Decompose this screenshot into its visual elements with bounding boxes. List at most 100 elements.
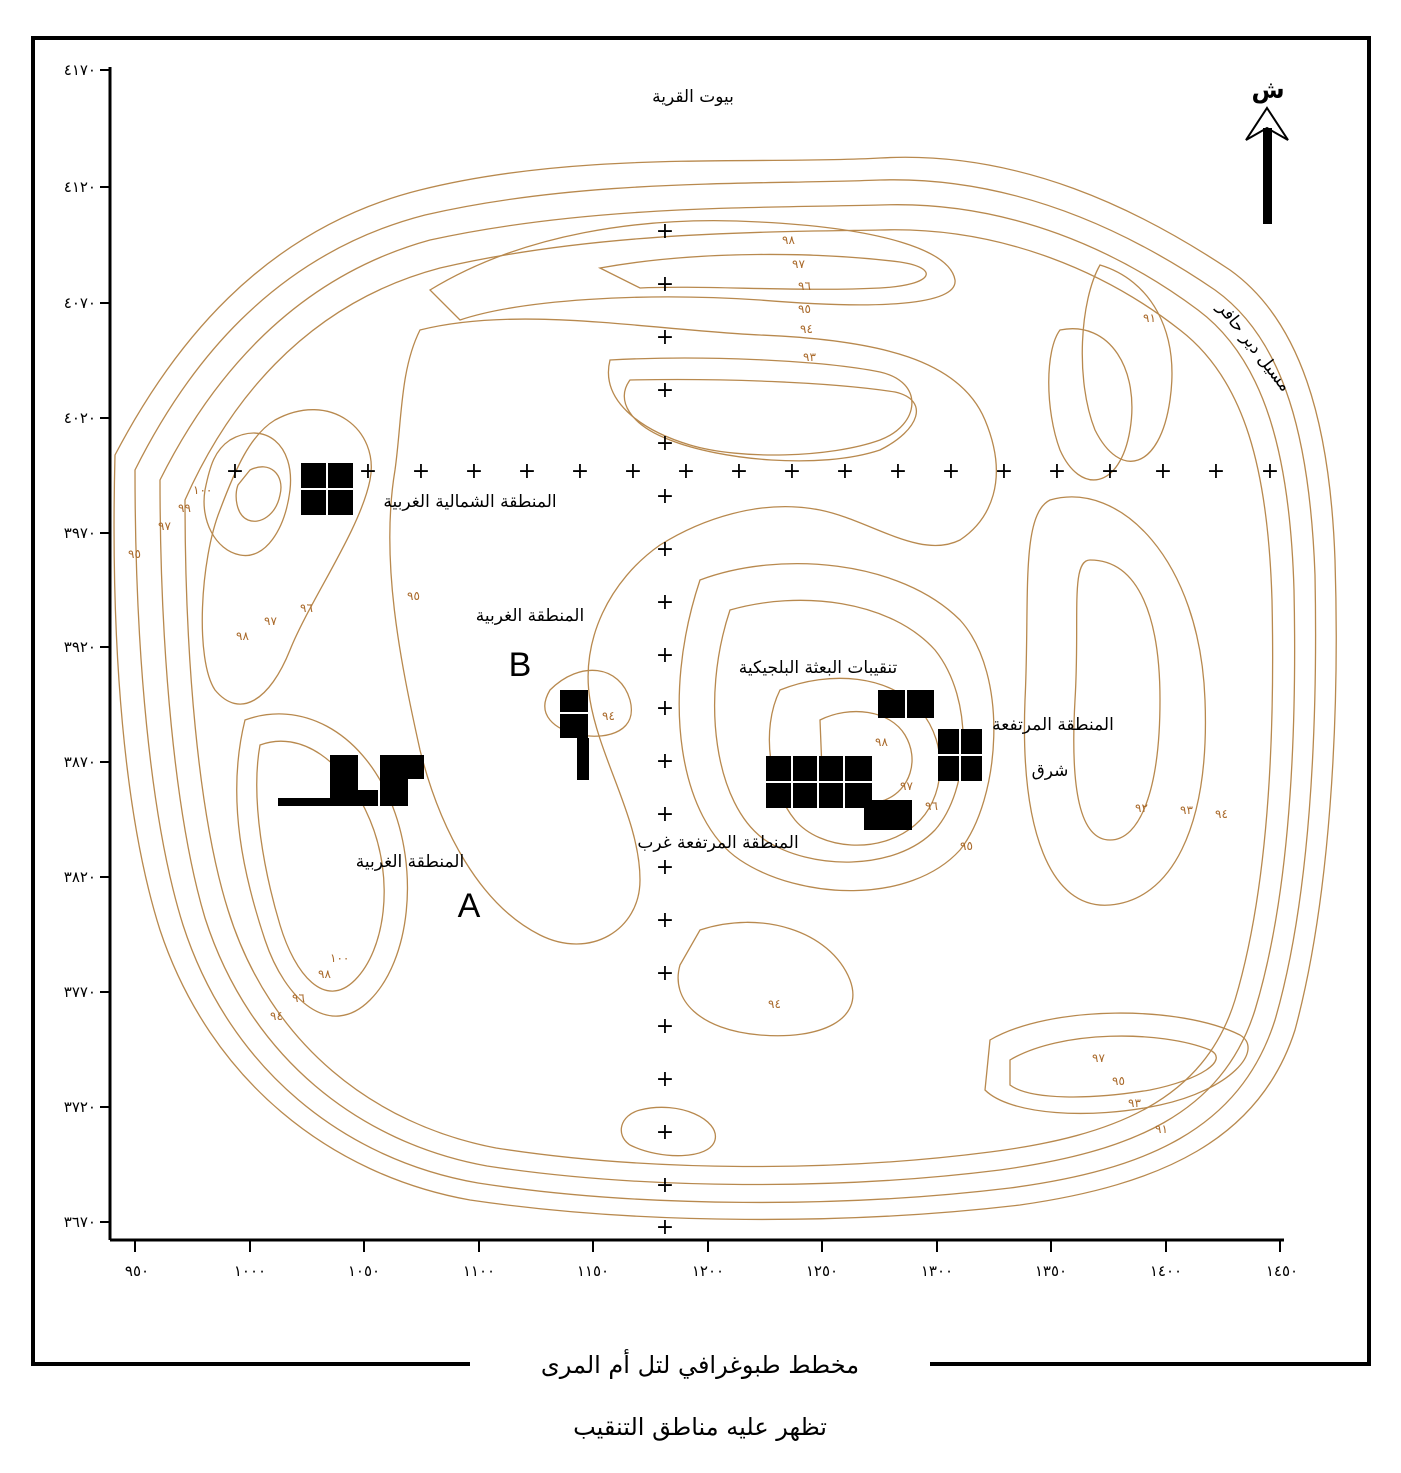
svg-text:+: + [624, 459, 642, 484]
svg-text:+: + [465, 459, 483, 484]
contour-label: ٩٦ [925, 799, 938, 813]
svg-text:+: + [656, 484, 674, 509]
contour-label: ٩٥ [1112, 1074, 1125, 1088]
svg-text:+: + [656, 1014, 674, 1039]
svg-text:+: + [656, 643, 674, 668]
contour-label: ٩١ [1143, 311, 1156, 325]
svg-text:+: + [730, 459, 748, 484]
contour-label: ٩٥ [960, 839, 973, 853]
svg-text:+: + [656, 961, 674, 986]
contour-label: ٩٧ [264, 614, 277, 628]
contour-label: ٩٤ [768, 997, 781, 1011]
contour-label: ٩٦ [798, 279, 811, 293]
contour-label: ٩٣ [1180, 803, 1193, 817]
x-axis-ticks [134, 1240, 1281, 1252]
svg-text:+: + [656, 1173, 674, 1198]
svg-text:+: + [656, 908, 674, 933]
svg-text:+: + [1207, 459, 1225, 484]
svg-text:+: + [656, 537, 674, 562]
y-axis-ticks [100, 69, 110, 1223]
svg-text:+: + [889, 459, 907, 484]
y-tick-label: ٣٨٢٠ [64, 868, 96, 886]
caption-line-2: تظهر عليه مناطق التنقيب [573, 1413, 827, 1441]
x-tick-label: ١٣٠٠ [921, 1262, 953, 1280]
contour-label: ٩١ [1155, 1122, 1168, 1136]
excavation-block-northwest [301, 463, 353, 515]
b-letter: B [509, 646, 532, 684]
svg-text:+: + [656, 325, 674, 350]
x-tick-label: ١١٠٠ [463, 1262, 495, 1280]
svg-text:+: + [836, 459, 854, 484]
svg-text:+: + [656, 1120, 674, 1145]
contour-label: ٩٥ [407, 589, 420, 603]
belgian-label: تنقيبات البعثة البلجيكية [739, 658, 898, 678]
excavation-block-east [938, 729, 982, 781]
contour-label: ٩٤ [270, 1009, 283, 1023]
x-tick-label: ١٤٠٠ [1150, 1262, 1182, 1280]
contour-label: ٩٧ [158, 519, 171, 533]
contour-label: ٩٧ [1092, 1051, 1105, 1065]
y-tick-label: ٤٠٧٠ [64, 294, 96, 312]
contour-label: ٩٨ [318, 967, 331, 981]
svg-text:+: + [226, 459, 244, 484]
contour-labels: ٩٨ ٩٧ ٩٦ ٩٥ ٩٤ ٩٣ ٩١ ١٠٠ ٩٩ ٩٧ ٩٥ ٩٥ ٩٦ … [128, 233, 1228, 1136]
svg-text:+: + [656, 1067, 674, 1092]
x-tick-label: ١٠٥٠ [348, 1262, 380, 1280]
svg-text:+: + [656, 431, 674, 456]
svg-text:+: + [783, 459, 801, 484]
svg-text:+: + [677, 459, 695, 484]
contour-label: ٩٣ [803, 350, 816, 364]
excavation-block-a [278, 755, 424, 806]
svg-text:+: + [656, 802, 674, 827]
contour-label: ١٠٠ [330, 951, 349, 965]
north-arrow: ش [1245, 76, 1289, 224]
x-tick-label: ١١٥٠ [577, 1262, 609, 1280]
caption: مخطط طبوغرافي لتل أم المرى تظهر عليه منا… [470, 1349, 930, 1441]
contour-label: ٩٢ [1135, 801, 1148, 815]
north-label: ش [1251, 76, 1284, 104]
svg-text:+: + [1261, 459, 1279, 484]
y-tick-label: ٤١٧٠ [64, 61, 96, 79]
caption-line-1: مخطط طبوغرافي لتل أم المرى [541, 1349, 859, 1379]
y-tick-label: ٣٩٧٠ [64, 524, 96, 542]
svg-text:+: + [412, 459, 430, 484]
contour-label: ٩٦ [292, 991, 305, 1005]
svg-text:+: + [656, 272, 674, 297]
contour-lines [113, 156, 1337, 1221]
y-tick-label: ٣٩٢٠ [64, 638, 96, 656]
village-label: بيوت القرية [652, 87, 734, 107]
nw-area-label: المنطقة الشمالية الغربية [383, 492, 556, 512]
y-tick-label: ٤٠٢٠ [64, 409, 96, 427]
raised-west-label: المنطقة المرتفعة غرب [637, 833, 798, 853]
x-tick-label: ١٣٥٠ [1035, 1262, 1067, 1280]
svg-text:+: + [1048, 459, 1066, 484]
x-tick-label: ١٠٠٠ [234, 1262, 266, 1280]
y-tick-label: ٣٧٧٠ [64, 983, 96, 1001]
svg-text:+: + [571, 459, 589, 484]
svg-text:+: + [656, 219, 674, 244]
western-b-label: المنطقة الغربية [476, 606, 584, 626]
contour-label: ٩٨ [782, 233, 795, 247]
contour-label: ١٠٠ [193, 483, 212, 497]
svg-text:+: + [656, 749, 674, 774]
svg-text:+: + [518, 459, 536, 484]
contour-label: ٩٨ [875, 735, 888, 749]
raised-east-label-2: شرق [1032, 761, 1069, 781]
svg-text:+: + [656, 1215, 674, 1240]
raised-east-label-1: المنطقة المرتفعة [992, 715, 1114, 735]
contour-label: ٩٨ [236, 629, 249, 643]
svg-text:+: + [1101, 459, 1119, 484]
contour-label: ٩٣ [1128, 1096, 1141, 1110]
contour-label: ٩٩ [178, 501, 191, 515]
svg-text:+: + [656, 590, 674, 615]
contour-label: ٩٤ [602, 709, 615, 723]
contour-label: ٩٧ [792, 257, 805, 271]
svg-text:+: + [942, 459, 960, 484]
y-axis-labels: ٤١٧٠ ٤١٢٠ ٤٠٧٠ ٤٠٢٠ ٣٩٧٠ ٣٩٢٠ ٣٨٧٠ ٣٨٢٠ … [64, 61, 96, 1231]
svg-text:+: + [656, 378, 674, 403]
contour-label: ٩٥ [128, 547, 141, 561]
excavation-areas [278, 463, 982, 830]
x-tick-label: ٩٥٠ [125, 1262, 149, 1280]
y-tick-label: ٤١٢٠ [64, 178, 96, 196]
